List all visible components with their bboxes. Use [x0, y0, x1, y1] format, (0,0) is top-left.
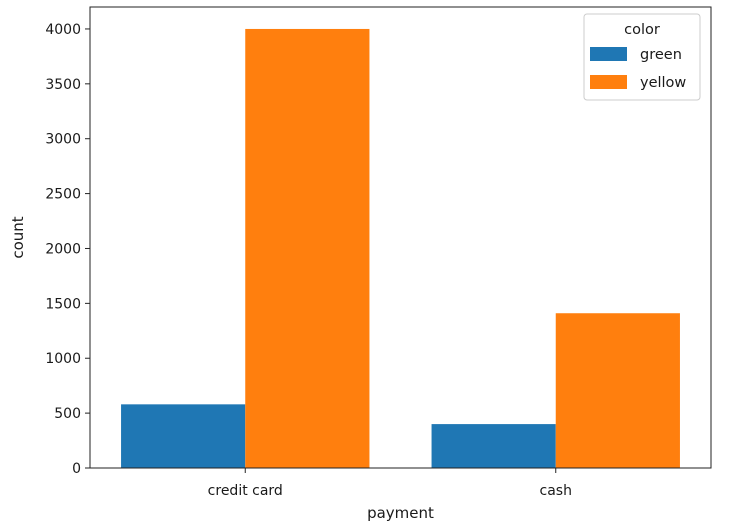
- legend-swatch-green: [590, 47, 627, 61]
- y-tick-label: 3000: [45, 132, 81, 148]
- x-tick-label: cash: [540, 483, 572, 499]
- y-tick-label: 1500: [45, 296, 81, 312]
- y-axis-label: count: [9, 216, 27, 258]
- x-axis-ticks: credit card cash: [208, 468, 572, 499]
- bar-green-credit-card: [121, 404, 246, 468]
- y-tick-label: 0: [72, 461, 81, 477]
- legend-label-green: green: [640, 47, 682, 63]
- bar-yellow-credit-card: [245, 28, 370, 468]
- y-tick-label: 2500: [45, 187, 81, 203]
- legend: color green yellow: [583, 13, 701, 101]
- bars: [121, 28, 680, 468]
- legend-swatch-yellow: [590, 75, 627, 89]
- bar-yellow-cash: [555, 313, 680, 468]
- x-axis-label: payment: [367, 504, 434, 522]
- x-tick-label: credit card: [208, 483, 283, 499]
- y-tick-label: 4000: [45, 22, 81, 38]
- legend-title: color: [624, 22, 660, 38]
- bar-green-cash: [431, 424, 556, 468]
- y-tick-label: 1000: [45, 351, 81, 367]
- y-axis-ticks: 0 500 1000 1500 2000 2500 3000 3500 4000: [45, 22, 90, 477]
- y-tick-label: 3500: [45, 77, 81, 93]
- y-tick-label: 2000: [45, 241, 81, 257]
- plot-frame: [89, 6, 712, 469]
- legend-label-yellow: yellow: [640, 75, 686, 91]
- y-tick-label: 500: [54, 406, 81, 422]
